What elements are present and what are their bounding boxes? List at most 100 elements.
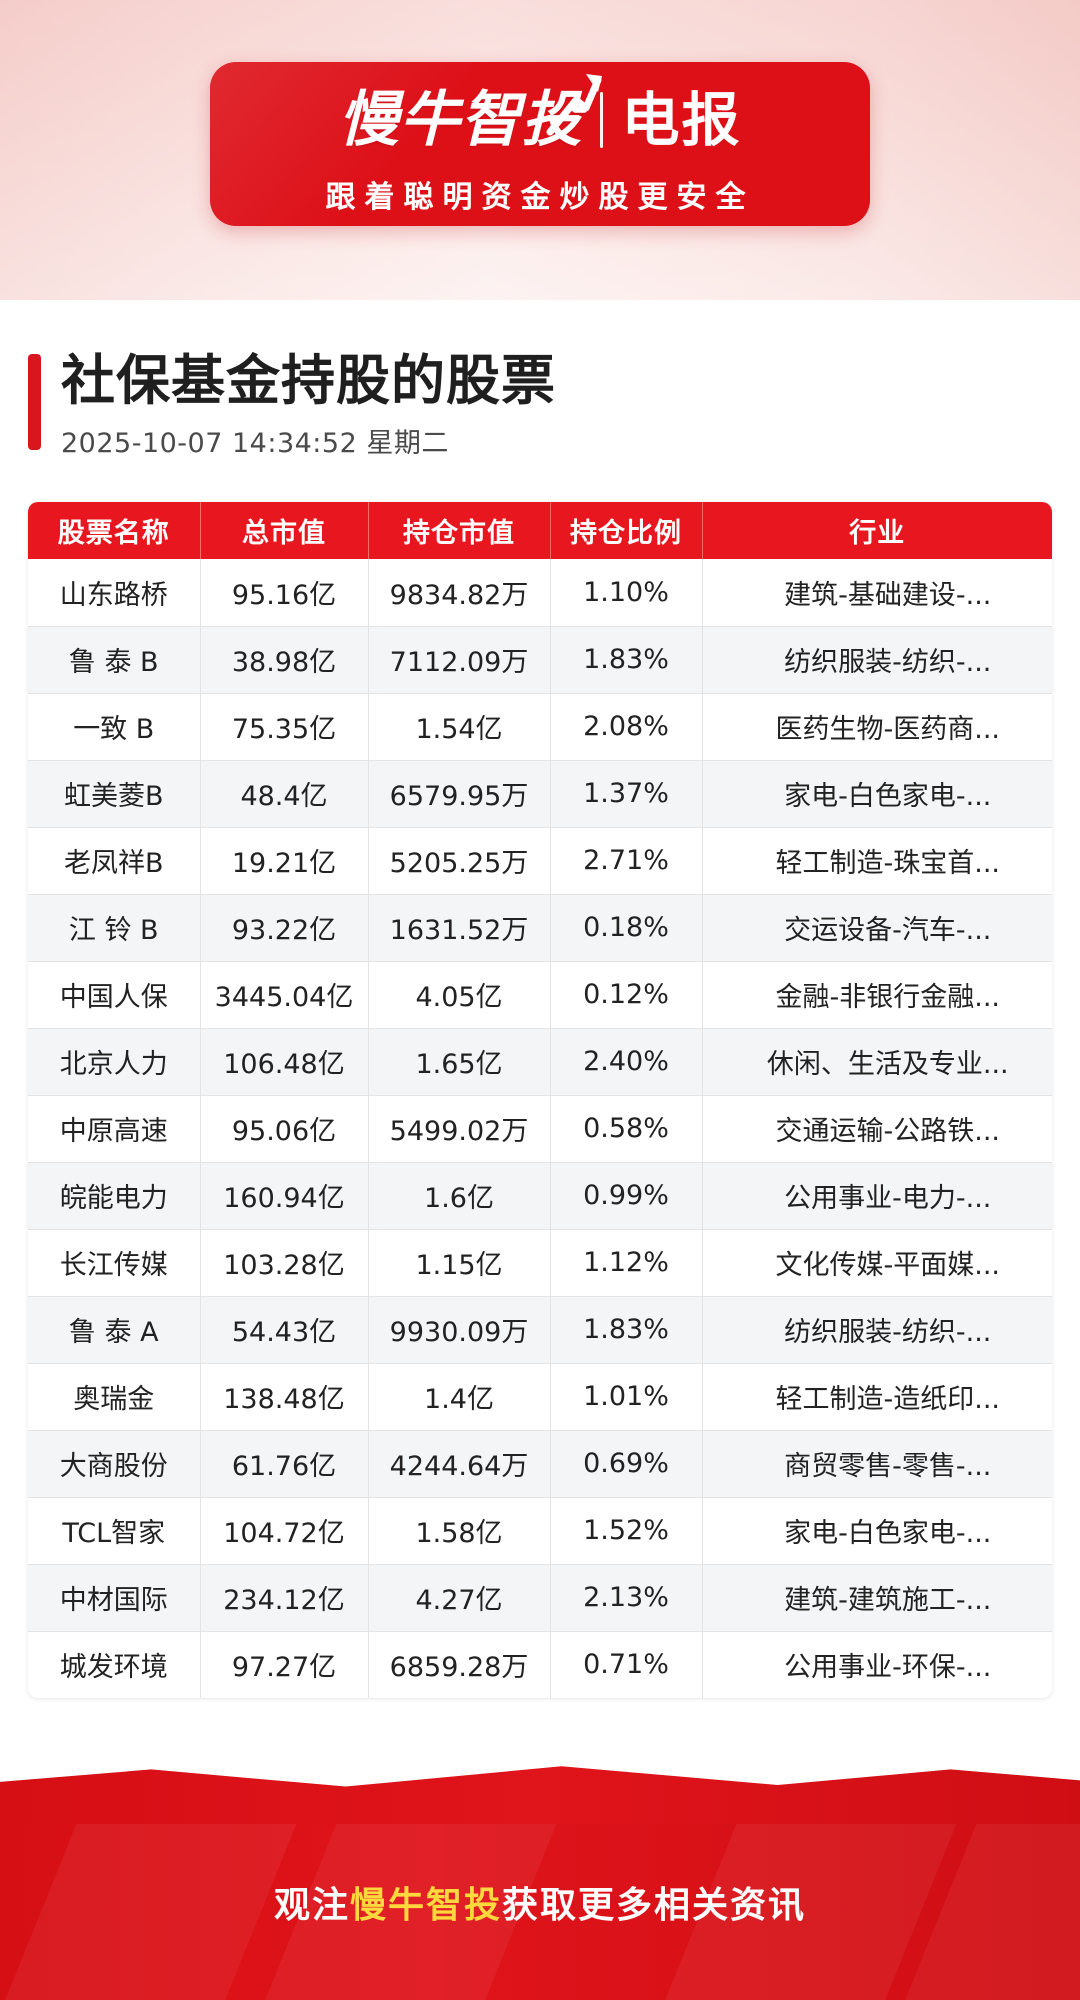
stock-marketcap: 95.16亿 <box>200 559 369 627</box>
table-row[interactable]: 奥瑞金 138.48亿 1.4亿 1.01% 轻工制造-造纸印... <box>28 1363 1052 1431</box>
table-row[interactable]: 中材国际 234.12亿 4.27亿 2.13% 建筑-建筑施工-... <box>28 1564 1052 1632</box>
stock-name: 山东路桥 <box>28 559 201 627</box>
stock-marketcap: 138.48亿 <box>200 1363 369 1431</box>
table-row[interactable]: TCL智家 104.72亿 1.58亿 1.52% 家电-白色家电-... <box>28 1497 1052 1565</box>
stock-marketcap: 95.06亿 <box>200 1095 369 1163</box>
stock-holding-ratio: 1.83% <box>550 626 703 694</box>
title-accent-bar <box>28 354 41 450</box>
table-row[interactable]: 北京人力 106.48亿 1.65亿 2.40% 休闲、生活及专业... <box>28 1028 1052 1096</box>
stock-name: 老凤祥B <box>28 827 201 895</box>
stock-name: 皖能电力 <box>28 1162 201 1230</box>
stock-name: 鲁 泰 B <box>28 626 201 694</box>
column-header-holdratio[interactable]: 持仓比例 <box>550 502 703 559</box>
stock-holding-value: 1631.52万 <box>368 894 551 962</box>
stock-holding-value: 6579.95万 <box>368 760 551 828</box>
stock-holding-ratio: 1.37% <box>550 760 703 828</box>
stock-name: 长江传媒 <box>28 1229 201 1297</box>
stock-holding-ratio: 0.69% <box>550 1430 703 1498</box>
stock-holding-ratio: 1.83% <box>550 1296 703 1364</box>
stock-name: 中材国际 <box>28 1564 201 1632</box>
stock-holding-ratio: 2.71% <box>550 827 703 895</box>
stock-name: TCL智家 <box>28 1497 201 1565</box>
stock-holding-ratio: 2.40% <box>550 1028 703 1096</box>
stock-industry: 交通运输-公路铁... <box>702 1095 1052 1163</box>
stock-industry: 医药生物-医药商... <box>702 693 1052 761</box>
page-datetime: 2025-10-07 14:34:52 星期二 <box>61 428 449 460</box>
stock-marketcap: 103.28亿 <box>200 1229 369 1297</box>
footer-prefix: 观注 <box>273 1885 350 1926</box>
column-header-holdvalue[interactable]: 持仓市值 <box>368 502 551 559</box>
table-row[interactable]: 一致 B 75.35亿 1.54亿 2.08% 医药生物-医药商... <box>28 693 1052 761</box>
stock-table-container: 股票名称 总市值 持仓市值 持仓比例 行业 山东路桥 95.16亿 9834.82万… <box>28 502 1052 1698</box>
table-row[interactable]: 虹美菱B 48.4亿 6579.95万 1.37% 家电-白色家电-... <box>28 760 1052 828</box>
stock-holding-value: 6859.28万 <box>368 1631 551 1698</box>
stock-name: 一致 B <box>28 693 201 761</box>
table-row[interactable]: 大商股份 61.76亿 4244.64万 0.69% 商贸零售-零售-... <box>28 1430 1052 1498</box>
stock-industry: 纺织服装-纺织-... <box>702 626 1052 694</box>
table-row[interactable]: 长江传媒 103.28亿 1.15亿 1.12% 文化传媒-平面媒... <box>28 1229 1052 1297</box>
table-header: 股票名称 总市值 持仓市值 持仓比例 行业 <box>28 502 1052 559</box>
footer-brand: 慢牛智投 <box>349 1885 502 1926</box>
stock-holding-value: 5499.02万 <box>368 1095 551 1163</box>
stock-industry: 文化传媒-平面媒... <box>702 1229 1052 1297</box>
table-row[interactable]: 中原高速 95.06亿 5499.02万 0.58% 交通运输-公路铁... <box>28 1095 1052 1163</box>
stock-holding-ratio: 0.58% <box>550 1095 703 1163</box>
table-row[interactable]: 中国人保 3445.04亿 4.05亿 0.12% 金融-非银行金融... <box>28 961 1052 1029</box>
stock-holding-value: 5205.25万 <box>368 827 551 895</box>
column-header-name[interactable]: 股票名称 <box>28 502 201 559</box>
brand-logo-card: 慢牛智投 电报 跟着聪明资金炒股更安全 <box>210 62 870 226</box>
stock-industry: 公用事业-电力-... <box>702 1162 1052 1230</box>
stock-holding-ratio: 0.71% <box>550 1631 703 1698</box>
stock-holding-ratio: 0.12% <box>550 961 703 1029</box>
stock-holding-ratio: 1.01% <box>550 1363 703 1431</box>
stock-marketcap: 234.12亿 <box>200 1564 369 1632</box>
stock-holding-value: 1.54亿 <box>368 693 551 761</box>
stock-marketcap: 61.76亿 <box>200 1430 369 1498</box>
stock-industry: 建筑-基础建设-... <box>702 559 1052 627</box>
table-row[interactable]: 皖能电力 160.94亿 1.6亿 0.99% 公用事业-电力-... <box>28 1162 1052 1230</box>
table-row[interactable]: 老凤祥B 19.21亿 5205.25万 2.71% 轻工制造-珠宝首... <box>28 827 1052 895</box>
table-row[interactable]: 城发环境 97.27亿 6859.28万 0.71% 公用事业-环保-... <box>28 1631 1052 1698</box>
stock-holding-ratio: 1.52% <box>550 1497 703 1565</box>
table-row[interactable]: 山东路桥 95.16亿 9834.82万 1.10% 建筑-基础建设-... <box>28 559 1052 627</box>
stock-holding-ratio: 2.08% <box>550 693 703 761</box>
footer-banner: 观注慢牛智投获取更多相关资讯 <box>0 1824 1080 2000</box>
stock-holding-value: 4244.64万 <box>368 1430 551 1498</box>
footer-wave-decoration <box>0 1766 1080 1824</box>
stock-name: 中原高速 <box>28 1095 201 1163</box>
stock-name: 北京人力 <box>28 1028 201 1096</box>
stock-industry: 交运设备-汽车-... <box>702 894 1052 962</box>
stock-holding-ratio: 1.10% <box>550 559 703 627</box>
stock-marketcap: 48.4亿 <box>200 760 369 828</box>
headline-section: 社保基金持股的股票 2025-10-07 14:34:52 星期二 <box>28 352 1052 460</box>
stock-holding-value: 1.65亿 <box>368 1028 551 1096</box>
stock-marketcap: 54.43亿 <box>200 1296 369 1364</box>
stock-industry: 家电-白色家电-... <box>702 760 1052 828</box>
stock-industry: 轻工制造-珠宝首... <box>702 827 1052 895</box>
column-header-marketcap[interactable]: 总市值 <box>200 502 369 559</box>
column-header-industry[interactable]: 行业 <box>702 502 1052 559</box>
stock-marketcap: 93.22亿 <box>200 894 369 962</box>
stock-name: 江 铃 B <box>28 894 201 962</box>
stock-industry: 休闲、生活及专业... <box>702 1028 1052 1096</box>
stock-industry: 家电-白色家电-... <box>702 1497 1052 1565</box>
stock-marketcap: 97.27亿 <box>200 1631 369 1698</box>
stock-holding-value: 1.6亿 <box>368 1162 551 1230</box>
stock-holding-value: 4.05亿 <box>368 961 551 1029</box>
table-row[interactable]: 江 铃 B 93.22亿 1631.52万 0.18% 交运设备-汽车-... <box>28 894 1052 962</box>
table-row[interactable]: 鲁 泰 A 54.43亿 9930.09万 1.83% 纺织服装-纺织-... <box>28 1296 1052 1364</box>
table-row[interactable]: 鲁 泰 B 38.98亿 7112.09万 1.83% 纺织服装-纺织-... <box>28 626 1052 694</box>
stock-industry: 纺织服装-纺织-... <box>702 1296 1052 1364</box>
stock-marketcap: 106.48亿 <box>200 1028 369 1096</box>
stock-holding-value: 1.15亿 <box>368 1229 551 1297</box>
stock-industry: 商贸零售-零售-... <box>702 1430 1052 1498</box>
stock-name: 虹美菱B <box>28 760 201 828</box>
logo-text-row: 慢牛智投 电报 <box>210 76 870 164</box>
stock-industry: 公用事业-环保-... <box>702 1631 1052 1698</box>
stock-marketcap: 104.72亿 <box>200 1497 369 1565</box>
stock-holding-value: 4.27亿 <box>368 1564 551 1632</box>
stock-name: 奥瑞金 <box>28 1363 201 1431</box>
stock-marketcap: 160.94亿 <box>200 1162 369 1230</box>
stock-marketcap: 19.21亿 <box>200 827 369 895</box>
